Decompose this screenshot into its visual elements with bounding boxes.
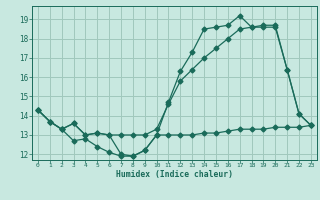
X-axis label: Humidex (Indice chaleur): Humidex (Indice chaleur) [116,170,233,179]
